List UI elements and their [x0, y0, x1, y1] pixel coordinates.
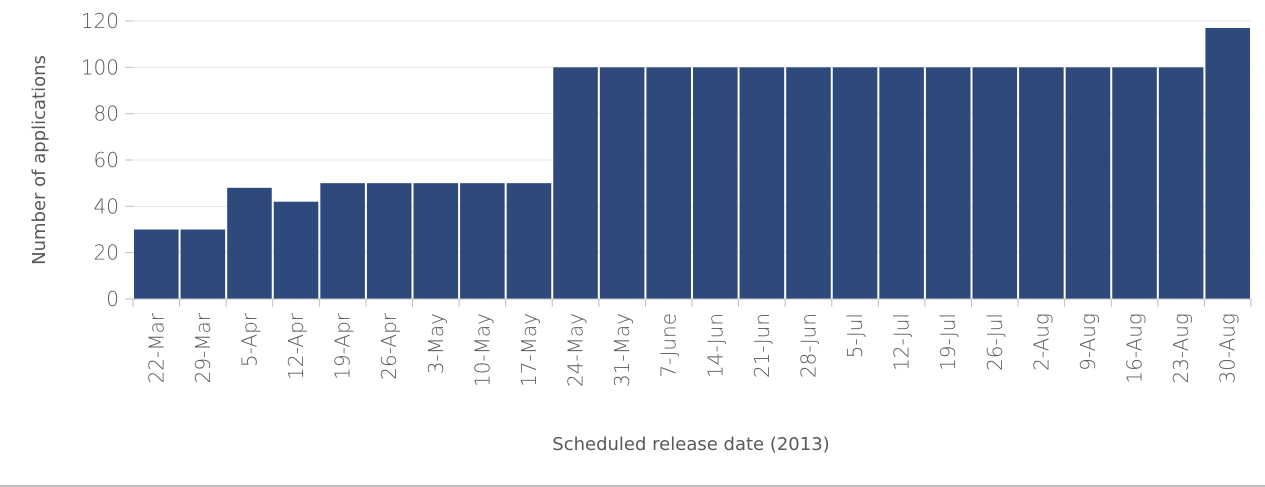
bar-23-aug: [1158, 67, 1204, 299]
bar-5-apr: [227, 187, 272, 299]
bar-5-jul: [832, 67, 878, 299]
x-tick-label: 16-Aug: [1123, 313, 1147, 384]
x-tick-label: 2-Aug: [1029, 313, 1053, 371]
x-tick-label: 17-May: [517, 313, 541, 387]
x-tick-label: 12-Apr: [284, 312, 308, 380]
bar-2-aug: [1019, 67, 1064, 299]
x-tick-label: 14-Jun: [703, 313, 727, 378]
x-tick-label: 12-Jul: [890, 313, 914, 371]
x-tick-label: 22-Mar: [144, 312, 168, 383]
y-tick-labels: 0 20 40 60 80 100 120: [81, 9, 133, 311]
x-axis-title: Scheduled release date (2013): [552, 434, 829, 455]
bar-28-jun: [786, 67, 831, 299]
bar-29-mar: [180, 229, 226, 299]
bar-19-apr: [320, 183, 365, 299]
bar-14-jun: [693, 67, 738, 299]
y-tick-label: 0: [106, 287, 119, 311]
bar-7-june: [646, 67, 691, 299]
x-tick-label: 19-Jul: [936, 313, 960, 371]
x-tick-labels: 22-Mar 29-Mar 5-Apr 12-Apr 19-Apr 26-Apr 3-May…: [132, 299, 1252, 387]
y-tick-label: 20: [94, 241, 119, 265]
bar-26-jul: [972, 67, 1018, 299]
bar-26-apr: [366, 183, 412, 299]
x-tick-label: 5-Apr: [237, 312, 261, 367]
gridlines: [133, 20, 1251, 254]
bar-3-may: [413, 183, 459, 299]
bar-17-may: [506, 183, 552, 299]
x-tick-label: 5-Jul: [843, 313, 867, 358]
x-tick-label: 29-Mar: [191, 312, 215, 383]
bar-21-jun: [739, 67, 785, 299]
bar-12-apr: [273, 201, 319, 299]
y-tick-label: 60: [94, 148, 119, 172]
x-tick-label: 26-Apr: [377, 312, 401, 380]
bars: [134, 27, 1250, 299]
bar-31-may: [599, 67, 645, 299]
x-tick-label: 10-May: [470, 313, 494, 387]
x-tick-label: 28-Jun: [796, 313, 820, 378]
x-tick-label: 21-Jun: [750, 313, 774, 378]
y-axis-title: Number of applications: [29, 55, 50, 265]
x-tick-label: 3-May: [424, 313, 448, 374]
x-tick-label: 23-Aug: [1169, 313, 1193, 384]
x-tick-label: 24-May: [564, 313, 588, 387]
y-tick-label: 120: [81, 9, 119, 33]
bar-30-aug: [1205, 27, 1250, 299]
x-tick-label: 30-Aug: [1216, 313, 1240, 384]
y-tick-label: 40: [94, 194, 119, 218]
x-tick-label: 7-June: [657, 313, 681, 378]
bar-22-mar: [134, 229, 179, 299]
x-tick-label: 31-May: [610, 313, 634, 387]
bar-16-aug: [1112, 67, 1157, 299]
bar-10-may: [460, 183, 505, 299]
y-tick-label: 80: [94, 102, 119, 126]
x-tick-label: 26-Jul: [983, 313, 1007, 371]
bar-24-may: [553, 67, 598, 299]
bar-12-jul: [879, 67, 924, 299]
y-tick-label: 100: [81, 55, 119, 79]
bar-9-aug: [1065, 67, 1111, 299]
x-tick-label: 19-Apr: [331, 312, 355, 380]
bar-19-jul: [925, 67, 971, 299]
x-tick-label: 9-Aug: [1076, 313, 1100, 371]
